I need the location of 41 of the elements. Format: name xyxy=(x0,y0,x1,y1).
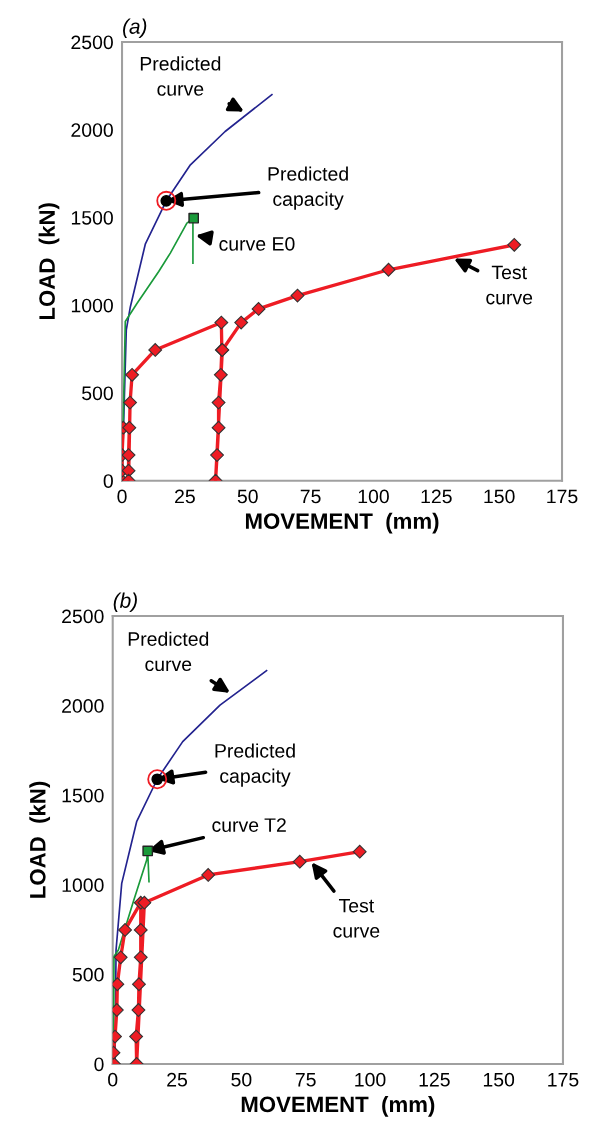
annotation: Test curve xyxy=(486,265,533,305)
x-tick-label: 125 xyxy=(419,1072,450,1087)
x-tick-label: 175 xyxy=(547,489,578,504)
x-axis-title: MOVEMENT (mm) xyxy=(245,512,439,534)
x-tick-label: 150 xyxy=(484,489,515,504)
x-tick-label: 100 xyxy=(358,489,389,504)
x-tick-label: 125 xyxy=(421,489,452,504)
x-tick-label: 150 xyxy=(483,1072,515,1087)
y-tick-label: 2500 xyxy=(71,35,113,50)
y-tick-label: 1500 xyxy=(62,788,104,803)
y-tick-label: 500 xyxy=(72,967,104,982)
chart-title: (a) xyxy=(123,18,147,38)
y-axis-title: LOAD (kN) xyxy=(38,203,60,320)
annotation: curve E0 xyxy=(219,237,295,251)
y-tick-label: 1000 xyxy=(71,298,113,313)
annotation: Predicted curve xyxy=(140,56,221,96)
x-tick-label: 75 xyxy=(300,489,321,504)
x-tick-label: 75 xyxy=(295,1073,316,1087)
x-tick-label: 50 xyxy=(237,489,258,504)
y-tick-label: 2500 xyxy=(62,609,104,624)
chart-title: (b) xyxy=(113,592,137,612)
x-tick-label: 50 xyxy=(231,1072,252,1087)
annotation: Test curve xyxy=(333,898,380,938)
y-tick-label: 0 xyxy=(94,1057,104,1072)
y-tick-label: 1000 xyxy=(62,878,104,893)
y-tick-label: 2000 xyxy=(62,699,104,713)
annotation: Predicted curve xyxy=(128,631,209,672)
x-axis-title: MOVEMENT (mm) xyxy=(241,1095,435,1117)
x-tick-label: 0 xyxy=(117,489,127,504)
annotation: Predicted capacity xyxy=(215,743,295,787)
annotation: curve T2 xyxy=(212,818,286,832)
x-tick-label: 25 xyxy=(167,1072,188,1087)
y-tick-label: 2000 xyxy=(71,123,113,137)
y-tick-label: 0 xyxy=(103,474,113,488)
x-tick-label: 100 xyxy=(355,1072,386,1087)
x-tick-label: 25 xyxy=(175,489,195,504)
annotation: Predicted capacity xyxy=(268,166,348,210)
y-tick-label: 1500 xyxy=(71,210,113,225)
y-axis-title: LOAD (kN) xyxy=(29,781,51,898)
x-tick-label: 175 xyxy=(548,1073,579,1087)
y-tick-label: 500 xyxy=(82,386,113,401)
